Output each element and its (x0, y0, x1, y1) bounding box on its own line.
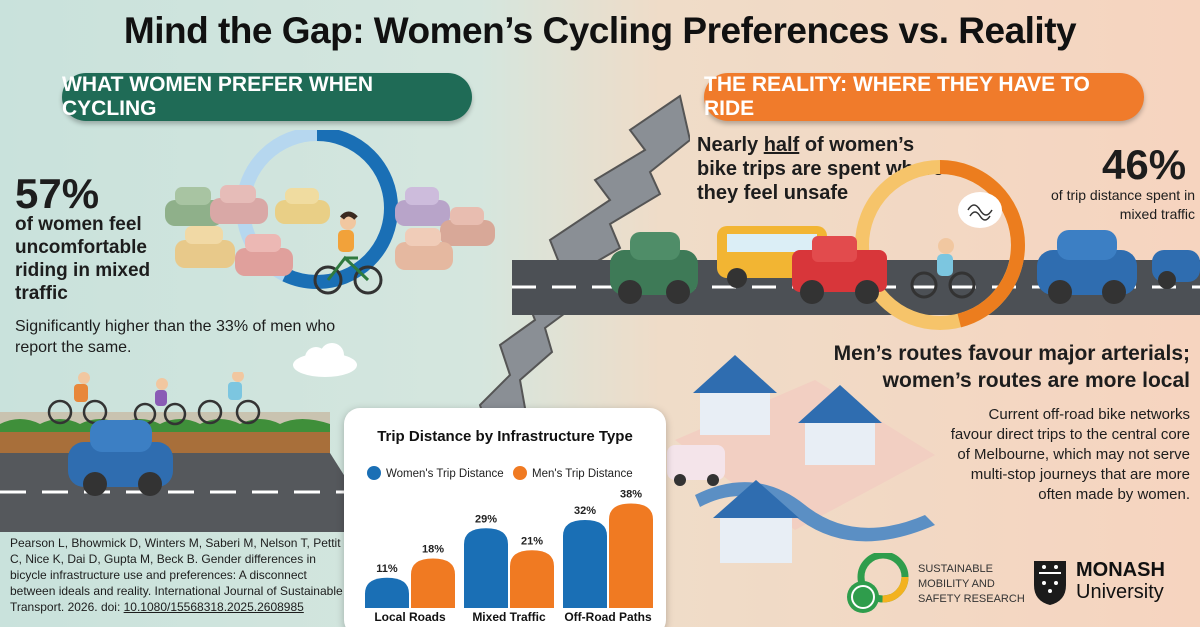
van-icon (667, 445, 725, 486)
smsr-name-line: MOBILITY AND (918, 578, 995, 590)
cyclist-icon (910, 238, 976, 299)
stat-57-text: of women feel uncomfortable riding in mi… (15, 214, 151, 304)
smsr-logo (847, 553, 909, 613)
worry-thought-icon (958, 192, 1002, 228)
left-section-heading: WHAT WOMEN PREFER WHEN CYCLING (62, 73, 472, 121)
routes-heading: Men’s routes favour major arterials; wom… (833, 342, 1190, 392)
page-title: Mind the Gap: Women’s Cycling Preference… (123, 10, 1077, 51)
smsr-name-line: SUSTAINABLE (918, 563, 993, 575)
monash-name: MONASH (1076, 559, 1165, 581)
bar (510, 550, 554, 608)
cyclist-icon (133, 378, 187, 426)
legend-swatch (367, 466, 381, 480)
ring-57-percent (236, 130, 398, 289)
smsr-name-line: SAFETY RESEARCH (918, 593, 1025, 605)
smsr-name: SUSTAINABLE MOBILITY AND SAFETY RESEARCH (918, 562, 1025, 607)
car-icon (610, 232, 698, 304)
category-label: Mixed Traffic (472, 610, 546, 624)
data-label: 29% (475, 513, 497, 525)
right-section-heading: THE REALITY: WHERE THEY HAVE TO RIDE (704, 73, 1144, 121)
headline-pre: Nearly (697, 134, 764, 156)
bar (464, 528, 508, 608)
mixed-traffic-illustration (512, 160, 1200, 330)
data-label: 38% (620, 489, 642, 501)
car-icon (440, 207, 495, 246)
doi-link[interactable]: 10.1080/15568318.2025.2608985 (123, 600, 304, 614)
stat-57-value: 57% (15, 170, 100, 217)
bar (563, 520, 607, 608)
legend-label: Men's Trip Distance (532, 468, 633, 480)
chart-panel: Trip Distance by Infrastructure Type Wome… (344, 408, 666, 627)
chart-title: Trip Distance by Infrastructure Type (377, 428, 633, 445)
protected-lane-illustration (0, 372, 380, 532)
car-icon (1037, 230, 1137, 304)
bar (609, 503, 653, 608)
headline-emphasis: half (763, 134, 800, 156)
car-icon (1152, 250, 1200, 289)
data-label: 32% (574, 505, 596, 517)
traffic-illustration (165, 130, 495, 295)
citation-text: Pearson L, Bhowmick D, Winters M, Saberi… (10, 536, 343, 614)
car-icon (395, 228, 453, 270)
legend-label: Women's Trip Distance (386, 468, 504, 480)
car-icon (210, 185, 268, 224)
neighbourhood-illustration (667, 355, 935, 563)
category-label: Local Roads (374, 610, 446, 624)
ring-46-percent (855, 160, 1025, 330)
car-icon (165, 187, 223, 226)
headline-post: of women’s bike trips are spent where th… (697, 134, 944, 204)
monash-shield-icon (1034, 561, 1066, 605)
house-icon (713, 480, 799, 563)
bar (365, 577, 409, 608)
car-icon (235, 234, 293, 276)
cloud-icon (293, 343, 357, 377)
citation: Pearson L, Bhowmick D, Winters M, Saberi… (10, 535, 345, 615)
data-label: 21% (521, 535, 543, 547)
cyclist-icon (197, 372, 261, 425)
house-icon (798, 385, 882, 465)
car-icon (175, 226, 235, 268)
stat-46-text: of trip distance spent in mixed traffic (1051, 187, 1195, 222)
car-icon (68, 420, 173, 496)
cyclist-icon (47, 372, 108, 425)
bar (411, 558, 455, 608)
routes-body: Current off-road bike networks favour di… (950, 406, 1190, 503)
comparison-text: Significantly higher than the 33% of men… (15, 318, 336, 356)
monash-subtitle: University (1076, 581, 1164, 603)
bar-chart: Trip Distance by Infrastructure Type Wome… (365, 428, 653, 624)
data-label: 18% (422, 544, 444, 556)
house-icon (693, 355, 777, 435)
car-icon (395, 187, 450, 226)
car-icon (275, 188, 330, 224)
legend-swatch (513, 466, 527, 480)
reality-headline: Nearly half of women’s bike trips are sp… (697, 133, 957, 205)
stat-46-value: 46% (1102, 141, 1187, 188)
cyclist-icon (313, 211, 383, 295)
truck-icon (792, 236, 887, 304)
data-label: 11% (376, 563, 398, 575)
category-label: Off-Road Paths (564, 610, 652, 624)
